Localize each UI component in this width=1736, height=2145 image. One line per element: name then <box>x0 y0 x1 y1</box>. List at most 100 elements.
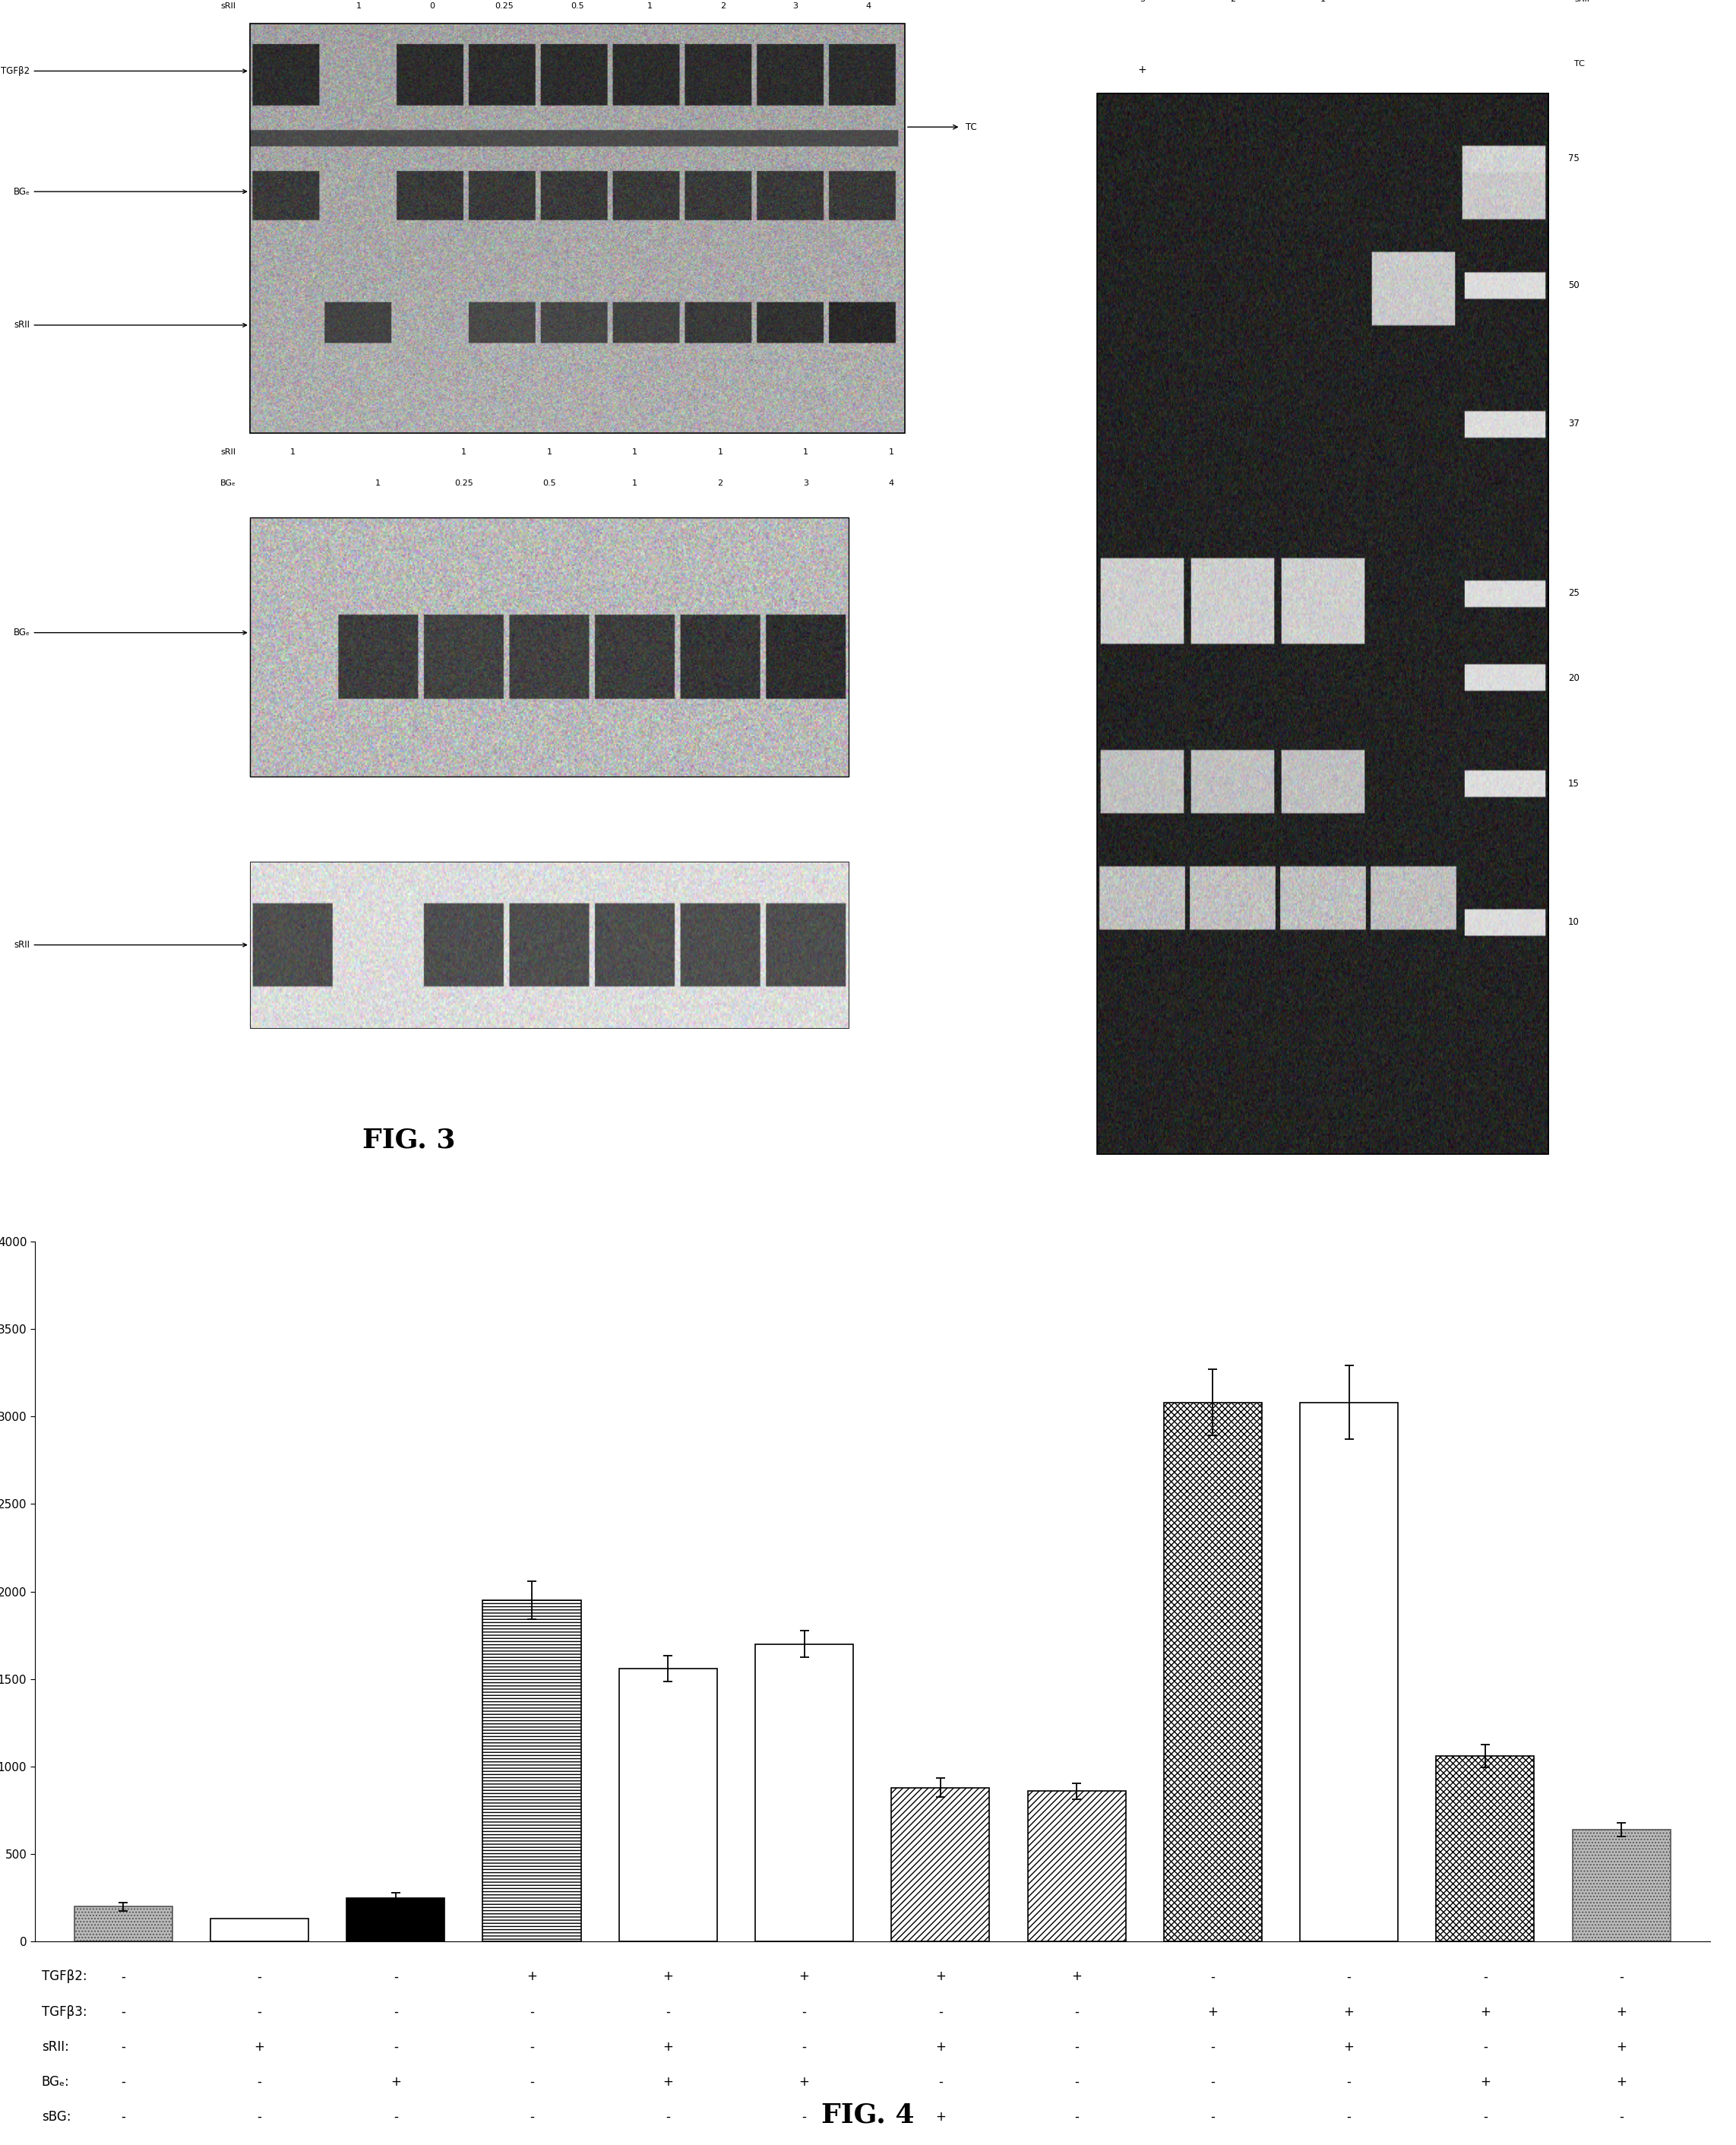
Bar <box>75 1907 172 1941</box>
Text: -: - <box>802 2040 807 2053</box>
Text: -: - <box>1075 2040 1078 2053</box>
Text: TGFβ2:: TGFβ2: <box>42 1969 87 1984</box>
Bar <box>1028 1791 1125 1941</box>
Text: +: + <box>799 2074 809 2089</box>
Text: 0: 0 <box>429 2 434 11</box>
Text: 1: 1 <box>717 448 722 455</box>
Text: -: - <box>1075 2074 1078 2089</box>
Bar <box>1300 1403 1397 1941</box>
Text: TGFβ3:: TGFβ3: <box>42 2006 87 2018</box>
Text: -: - <box>1075 2006 1078 2018</box>
Text: +: + <box>663 2074 674 2089</box>
Text: -: - <box>1483 2111 1488 2124</box>
Text: -: - <box>394 2040 398 2053</box>
Text: +: + <box>799 1969 809 1984</box>
Text: 1: 1 <box>375 480 380 487</box>
Text: +: + <box>936 2040 946 2053</box>
Text: 1: 1 <box>547 448 552 455</box>
Text: +: + <box>1071 1969 1082 1984</box>
Text: -: - <box>667 2006 670 2018</box>
Text: 0.5: 0.5 <box>571 2 583 11</box>
Text: 1: 1 <box>462 448 467 455</box>
Text: sBG:: sBG: <box>42 2111 71 2124</box>
Text: 2: 2 <box>1229 0 1236 2</box>
Text: -: - <box>1620 2111 1623 2124</box>
Text: -: - <box>1347 2111 1351 2124</box>
Text: -: - <box>1075 2111 1078 2124</box>
Text: TC: TC <box>965 122 977 133</box>
Bar <box>755 1643 854 1941</box>
Text: -: - <box>257 2111 262 2124</box>
Text: sRII: sRII <box>220 448 236 455</box>
Text: 1: 1 <box>1321 0 1326 2</box>
Bar <box>483 1600 582 1941</box>
Text: 25: 25 <box>1568 588 1580 598</box>
Text: 1: 1 <box>290 448 295 455</box>
Text: -: - <box>1347 2074 1351 2089</box>
Text: -: - <box>122 2111 125 2124</box>
Bar <box>620 1669 717 1941</box>
Text: -: - <box>122 2074 125 2089</box>
Text: -: - <box>667 2111 670 2124</box>
Bar <box>891 1787 990 1941</box>
Text: BGₑ:: BGₑ: <box>42 2074 69 2089</box>
Text: -: - <box>529 2006 535 2018</box>
Text: +: + <box>1208 2006 1219 2018</box>
Bar <box>1163 1403 1262 1941</box>
Text: +: + <box>663 1969 674 1984</box>
Text: -: - <box>529 2040 535 2053</box>
Text: -: - <box>529 2111 535 2124</box>
Text: -: - <box>394 2006 398 2018</box>
Text: +: + <box>936 1969 946 1984</box>
Text: 3: 3 <box>804 480 809 487</box>
Text: 37: 37 <box>1568 418 1580 429</box>
Text: -: - <box>1210 2040 1215 2053</box>
Text: +: + <box>663 2040 674 2053</box>
Text: +: + <box>1344 2006 1354 2018</box>
Text: 75: 75 <box>1568 152 1580 163</box>
Bar <box>1097 92 1549 1154</box>
Bar <box>250 517 849 776</box>
Text: -: - <box>122 2006 125 2018</box>
Text: 1: 1 <box>804 448 809 455</box>
Text: +: + <box>1616 2040 1627 2053</box>
Text: -: - <box>937 2074 943 2089</box>
Text: -: - <box>1210 2111 1215 2124</box>
Text: 0.25: 0.25 <box>495 2 514 11</box>
Text: +: + <box>1481 2006 1491 2018</box>
Bar <box>347 1898 444 1941</box>
Text: -: - <box>122 1969 125 1984</box>
Text: 20: 20 <box>1568 674 1580 682</box>
Text: -: - <box>257 1969 262 1984</box>
Text: +: + <box>1616 2074 1627 2089</box>
Text: sRII: sRII <box>220 2 236 11</box>
Text: BGₑ: BGₑ <box>220 480 236 487</box>
Text: -: - <box>122 2040 125 2053</box>
Text: sRII: sRII <box>1575 0 1590 2</box>
Text: 1: 1 <box>632 448 637 455</box>
Text: 1: 1 <box>648 2 653 11</box>
Text: -: - <box>529 2074 535 2089</box>
Text: -: - <box>1210 2074 1215 2089</box>
Text: BGₑ: BGₑ <box>14 628 247 637</box>
Text: +: + <box>526 1969 536 1984</box>
Text: +: + <box>1344 2040 1354 2053</box>
Text: -: - <box>1210 1969 1215 1984</box>
Text: -: - <box>1483 1969 1488 1984</box>
Text: +: + <box>391 2074 401 2089</box>
Bar <box>1573 1830 1670 1941</box>
Text: 4: 4 <box>866 2 871 11</box>
Bar <box>210 1920 309 1941</box>
Text: -: - <box>257 2074 262 2089</box>
Text: BGₑ: BGₑ <box>14 187 247 197</box>
Text: +: + <box>1137 64 1147 75</box>
Text: -: - <box>394 1969 398 1984</box>
Text: -: - <box>802 2006 807 2018</box>
Text: 0.25: 0.25 <box>455 480 472 487</box>
Text: -: - <box>1483 2040 1488 2053</box>
Text: -: - <box>802 2111 807 2124</box>
Text: -: - <box>257 2006 262 2018</box>
Bar <box>250 24 904 433</box>
Text: sRII: sRII <box>14 320 247 330</box>
Text: 3: 3 <box>793 2 799 11</box>
